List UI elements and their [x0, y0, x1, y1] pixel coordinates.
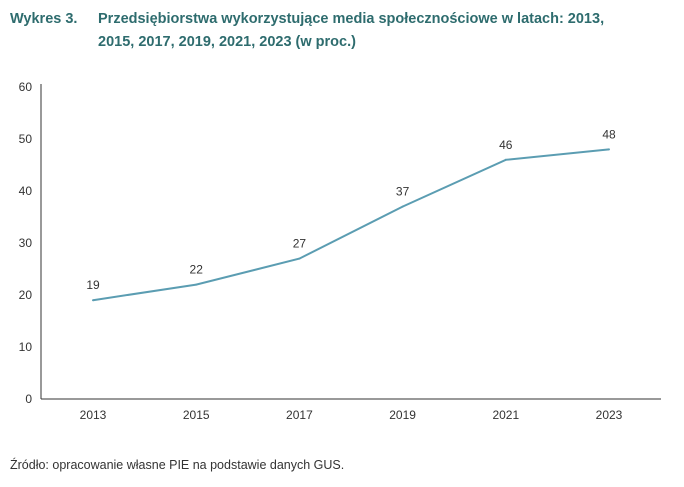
data-point: [195, 283, 198, 286]
y-tick-label: 60: [19, 80, 33, 94]
y-tick-label: 20: [19, 288, 33, 302]
data-label: 27: [293, 237, 307, 251]
y-tick-label: 0: [25, 392, 32, 406]
x-tick-label: 2013: [80, 408, 107, 422]
data-labels: 19 22 27 37 46 48: [86, 127, 616, 302]
chart-title: Wykres 3. Przedsiębiorstwa wykorzystujące…: [10, 8, 674, 54]
x-tick-label: 2021: [492, 408, 519, 422]
x-tick-label: 2015: [183, 408, 210, 422]
chart-title-text-1: Przedsiębiorstwa wykorzystujące media sp…: [98, 11, 605, 27]
data-label: 46: [499, 138, 513, 152]
chart-title-line-1: Wykres 3. Przedsiębiorstwa wykorzystujące…: [10, 8, 674, 31]
y-tick-label: 50: [19, 132, 33, 146]
x-axis-ticks: 2013 2015 2017 2019 2021 2023: [80, 408, 623, 422]
data-label: 37: [396, 185, 410, 199]
data-point: [608, 148, 610, 151]
y-tick-label: 40: [19, 184, 33, 198]
chart-title-text-2: 2015, 2017, 2019, 2021, 2023 (w proc.): [98, 34, 356, 50]
data-label: 48: [602, 127, 616, 141]
y-tick-label: 30: [19, 236, 33, 250]
chart-title-line-2: 2015, 2017, 2019, 2021, 2023 (w proc.): [10, 31, 674, 54]
data-label: 22: [190, 263, 204, 277]
y-tick-label: 10: [19, 340, 33, 354]
x-tick-label: 2017: [286, 408, 313, 422]
series-line: [92, 148, 610, 302]
x-tick-label: 2019: [389, 408, 416, 422]
x-tick-label: 2023: [596, 408, 623, 422]
data-point: [504, 158, 507, 161]
data-point: [401, 205, 404, 208]
source-note: Źródło: opracowanie własne PIE na podsta…: [10, 458, 345, 472]
data-point: [92, 299, 94, 302]
data-label: 19: [86, 278, 100, 292]
y-axis-ticks: 0 10 20 30 40 50 60: [19, 80, 33, 406]
chart-title-prefix: Wykres 3.: [10, 11, 78, 27]
data-point: [298, 257, 301, 260]
